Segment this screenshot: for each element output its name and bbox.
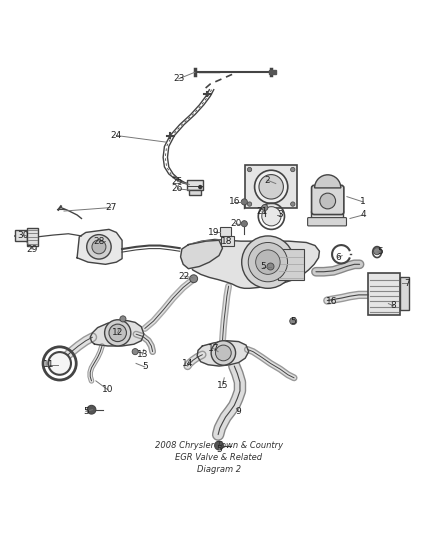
Text: 7: 7 <box>404 279 410 288</box>
Circle shape <box>190 275 198 282</box>
FancyBboxPatch shape <box>311 185 344 215</box>
Bar <box>311 211 343 220</box>
Circle shape <box>259 175 283 199</box>
Text: 15: 15 <box>217 381 228 390</box>
Circle shape <box>248 243 288 282</box>
Text: 25: 25 <box>172 177 183 186</box>
Text: 29: 29 <box>26 245 38 254</box>
Text: 28: 28 <box>93 237 105 246</box>
Text: 2008 Chrysler Town & Country
EGR Valve & Related
Diagram 2: 2008 Chrysler Town & Country EGR Valve &… <box>155 441 283 474</box>
Text: 16: 16 <box>229 197 240 206</box>
Text: 23: 23 <box>173 74 184 83</box>
Bar <box>14 230 27 241</box>
Text: 4: 4 <box>360 211 366 220</box>
Text: 5: 5 <box>260 262 265 271</box>
Text: 19: 19 <box>208 228 219 237</box>
FancyBboxPatch shape <box>245 165 297 208</box>
Text: 12: 12 <box>112 328 124 337</box>
Bar <box>368 273 400 314</box>
Circle shape <box>374 248 381 255</box>
Bar <box>221 236 234 246</box>
Circle shape <box>320 193 336 209</box>
Text: 5: 5 <box>378 247 383 256</box>
Circle shape <box>120 316 126 322</box>
Bar <box>27 228 38 246</box>
Circle shape <box>87 235 111 259</box>
Text: 6: 6 <box>335 253 341 262</box>
Polygon shape <box>197 341 249 366</box>
Text: 13: 13 <box>137 350 148 359</box>
Circle shape <box>105 320 131 346</box>
Bar <box>189 190 201 195</box>
Circle shape <box>211 341 236 365</box>
Text: 5: 5 <box>290 317 296 326</box>
Text: 14: 14 <box>182 359 193 368</box>
Text: 21: 21 <box>256 207 268 216</box>
Text: 26: 26 <box>172 184 183 193</box>
Circle shape <box>267 263 274 270</box>
Text: 5: 5 <box>216 445 222 454</box>
Circle shape <box>215 345 231 361</box>
Text: 2: 2 <box>264 175 270 184</box>
Text: 5: 5 <box>83 407 89 416</box>
Polygon shape <box>269 70 276 75</box>
Circle shape <box>215 441 223 450</box>
Text: 17: 17 <box>208 344 219 353</box>
Circle shape <box>242 236 294 288</box>
Circle shape <box>247 202 252 206</box>
Circle shape <box>247 167 252 172</box>
Polygon shape <box>90 321 144 346</box>
Circle shape <box>48 352 71 375</box>
Text: 24: 24 <box>111 131 122 140</box>
Polygon shape <box>187 239 319 288</box>
Text: 22: 22 <box>178 272 190 280</box>
Circle shape <box>241 199 247 205</box>
Text: 5: 5 <box>142 362 148 372</box>
Circle shape <box>132 349 138 354</box>
Text: 27: 27 <box>105 203 117 212</box>
Circle shape <box>87 405 96 414</box>
Text: 30: 30 <box>18 231 29 239</box>
Circle shape <box>262 207 281 226</box>
Bar <box>278 249 304 280</box>
Polygon shape <box>180 240 223 269</box>
Circle shape <box>290 318 297 325</box>
Text: 1: 1 <box>360 197 366 206</box>
Text: 3: 3 <box>277 211 283 220</box>
Text: 16: 16 <box>326 297 337 306</box>
Circle shape <box>256 250 280 274</box>
Text: 20: 20 <box>230 219 241 228</box>
Circle shape <box>290 202 295 206</box>
Text: 11: 11 <box>43 360 54 369</box>
Text: 10: 10 <box>102 385 113 394</box>
Text: 8: 8 <box>391 301 396 310</box>
Circle shape <box>290 167 295 172</box>
Circle shape <box>262 205 268 211</box>
Bar <box>220 227 231 236</box>
FancyBboxPatch shape <box>307 217 346 226</box>
Circle shape <box>254 170 288 204</box>
Circle shape <box>92 240 106 254</box>
Text: 9: 9 <box>236 407 241 416</box>
Circle shape <box>109 324 127 342</box>
Circle shape <box>241 221 247 227</box>
Polygon shape <box>77 229 122 264</box>
Bar <box>187 181 203 190</box>
Wedge shape <box>314 175 341 188</box>
Bar <box>400 277 410 310</box>
Text: 18: 18 <box>221 237 233 246</box>
Circle shape <box>198 185 202 189</box>
